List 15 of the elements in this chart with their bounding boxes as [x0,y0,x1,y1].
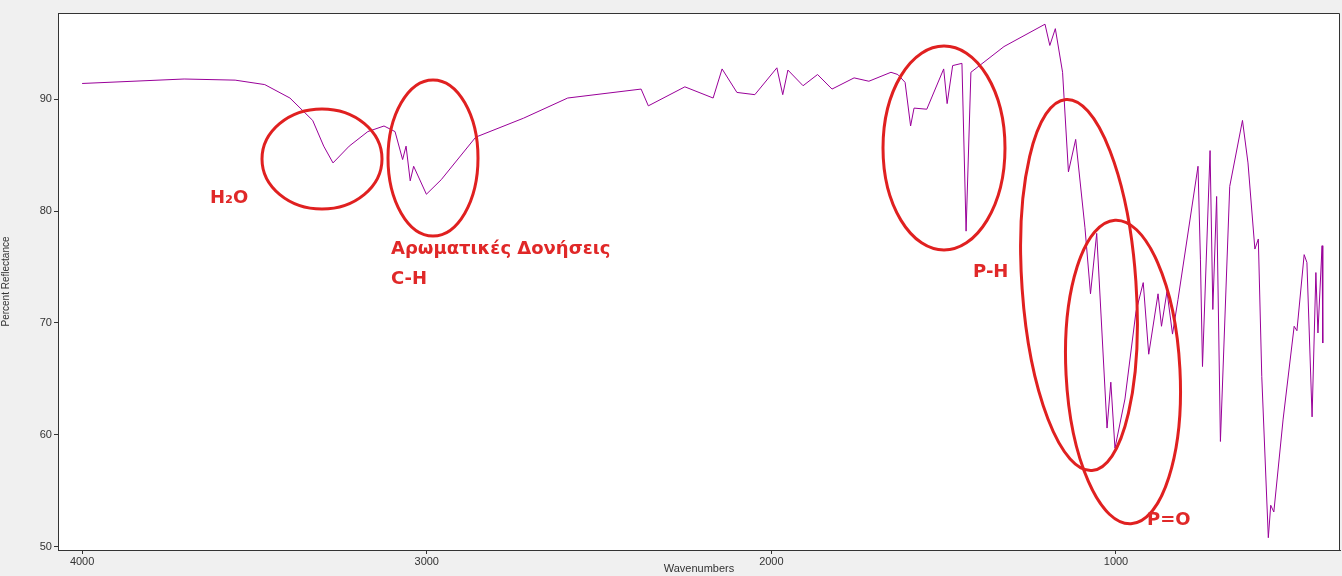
y-tick-label: 70 [39,315,52,328]
x-tick-label: 2000 [759,554,784,567]
y-axis-title: Percent Reflectance [0,236,11,327]
y-tick-label: 90 [39,92,52,105]
y-tick-label: 60 [39,427,52,440]
annotation: P-H [973,259,1009,283]
y-tick-label: 80 [39,204,52,217]
x-tick-label: 4000 [69,554,95,567]
x-tick-label: 3000 [414,554,439,567]
annotation: Αρωματικές Δονήσεις C-H [391,236,611,290]
annotation: H₂O [210,185,249,209]
y-tick-label: 50 [39,539,52,552]
annotation: P=O [1147,507,1191,531]
x-tick-label: 1000 [1103,554,1129,567]
x-axis-title: Wavenumbers [663,562,735,575]
